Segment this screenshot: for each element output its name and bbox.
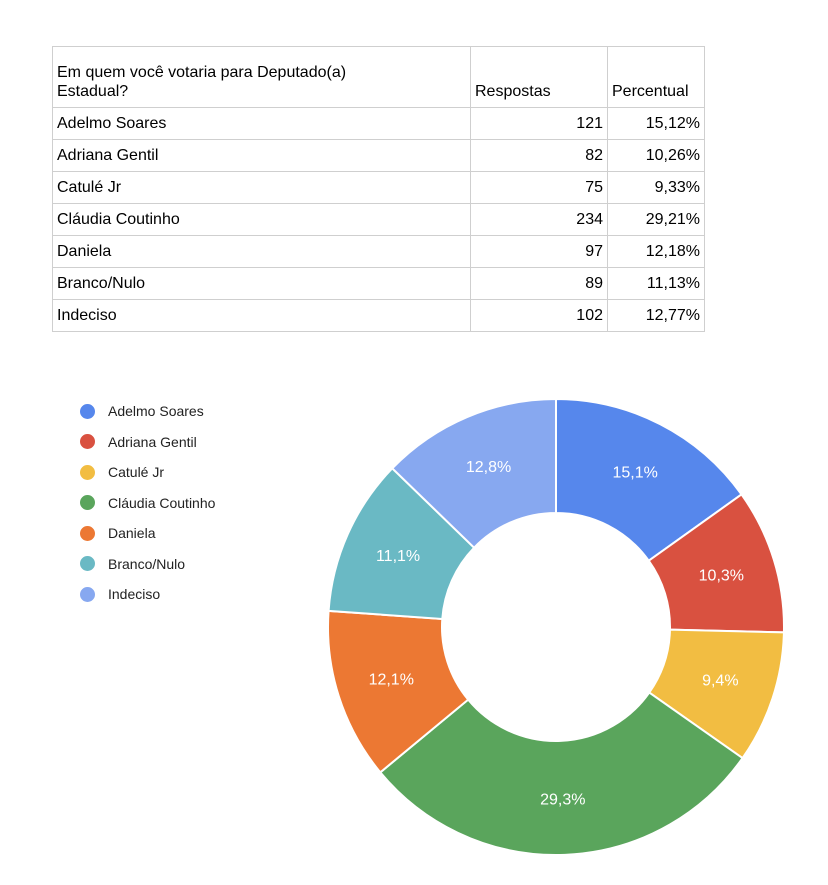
legend-item: Daniela	[80, 518, 215, 549]
slice-data-label: 9,4%	[702, 673, 738, 690]
row-name: Adelmo Soares	[52, 107, 471, 140]
results-table: Em quem você votaria para Deputado(a) Es…	[52, 46, 705, 332]
legend-swatch	[80, 556, 95, 572]
legend-swatch	[80, 525, 95, 541]
row-responses: 102	[470, 299, 608, 332]
legend-swatch	[80, 464, 95, 480]
row-name: Cláudia Coutinho	[52, 203, 471, 236]
chart-legend: Adelmo Soares Adriana Gentil Catulé Jr Cláu…	[80, 396, 215, 610]
slice-data-label: 11,1%	[376, 548, 420, 565]
row-percent: 10,26%	[607, 139, 705, 172]
row-percent: 11,13%	[607, 267, 705, 300]
donut-slice	[378, 691, 744, 856]
legend-item: Branco/Nulo	[80, 549, 215, 580]
slice-data-label: 15,1%	[612, 465, 657, 482]
table-row: Indeciso 102 12,77%	[52, 299, 705, 332]
legend-item: Indeciso	[80, 579, 215, 610]
row-responses: 82	[470, 139, 608, 172]
slice-data-label: 12,1%	[369, 671, 414, 688]
row-name: Branco/Nulo	[52, 267, 471, 300]
legend-swatch	[80, 586, 95, 602]
row-percent: 29,21%	[607, 203, 705, 236]
donut-slice	[390, 397, 557, 550]
row-percent: 9,33%	[607, 171, 705, 204]
header-question-line1: Em quem você votaria para Deputado(a)	[57, 64, 347, 81]
legend-swatch	[80, 434, 95, 450]
legend-label: Branco/Nulo	[108, 555, 186, 572]
row-percent: 12,77%	[607, 299, 705, 332]
legend-label: Indeciso	[108, 586, 161, 603]
table-row: Adelmo Soares 121 15,12%	[52, 107, 705, 140]
legend-label: Catulé Jr	[108, 464, 165, 481]
legend-label: Daniela	[108, 525, 156, 542]
legend-label: Adelmo Soares	[108, 403, 204, 420]
table-header-row: Em quem você votaria para Deputado(a) Es…	[52, 46, 705, 108]
row-name: Adriana Gentil	[52, 139, 471, 172]
table-row: Adriana Gentil 82 10,26%	[52, 139, 705, 172]
donut-slice	[555, 397, 743, 563]
header-percent: Percentual	[607, 46, 705, 108]
legend-item: Adriana Gentil	[80, 427, 215, 458]
table-row: Cláudia Coutinho 234 29,21%	[52, 203, 705, 236]
legend-label: Adriana Gentil	[108, 433, 197, 450]
legend-swatch	[80, 495, 95, 511]
legend-label: Cláudia Coutinho	[108, 494, 216, 511]
donut-chart: 15,1% 10,3% 9,4% 29,3% 12,1% 11,1% 12,8%	[327, 397, 785, 856]
row-responses: 75	[470, 171, 608, 204]
header-question: Em quem você votaria para Deputado(a) Es…	[52, 46, 471, 108]
header-question-line2: Estadual?	[57, 83, 129, 100]
row-responses: 121	[470, 107, 608, 140]
row-responses: 97	[470, 235, 608, 268]
slice-data-label: 10,3%	[699, 568, 744, 585]
row-name: Indeciso	[52, 299, 471, 332]
table-row: Catulé Jr 75 9,33%	[52, 171, 705, 204]
slice-data-label: 29,3%	[540, 791, 585, 808]
row-responses: 89	[470, 267, 608, 300]
slice-data-label: 12,8%	[466, 459, 511, 476]
table-body: Em quem você votaria para Deputado(a) Es…	[52, 46, 705, 332]
legend-item: Catulé Jr	[80, 457, 215, 488]
legend-item: Adelmo Soares	[80, 396, 215, 427]
table-row: Branco/Nulo 89 11,13%	[52, 267, 705, 300]
table-row: Daniela 97 12,18%	[52, 235, 705, 268]
row-name: Catulé Jr	[52, 171, 471, 204]
row-percent: 12,18%	[607, 235, 705, 268]
row-responses: 234	[470, 203, 608, 236]
header-responses: Respostas	[470, 46, 608, 108]
legend-swatch	[80, 403, 95, 419]
row-percent: 15,12%	[607, 107, 705, 140]
row-name: Daniela	[52, 235, 471, 268]
legend-item: Cláudia Coutinho	[80, 488, 215, 519]
